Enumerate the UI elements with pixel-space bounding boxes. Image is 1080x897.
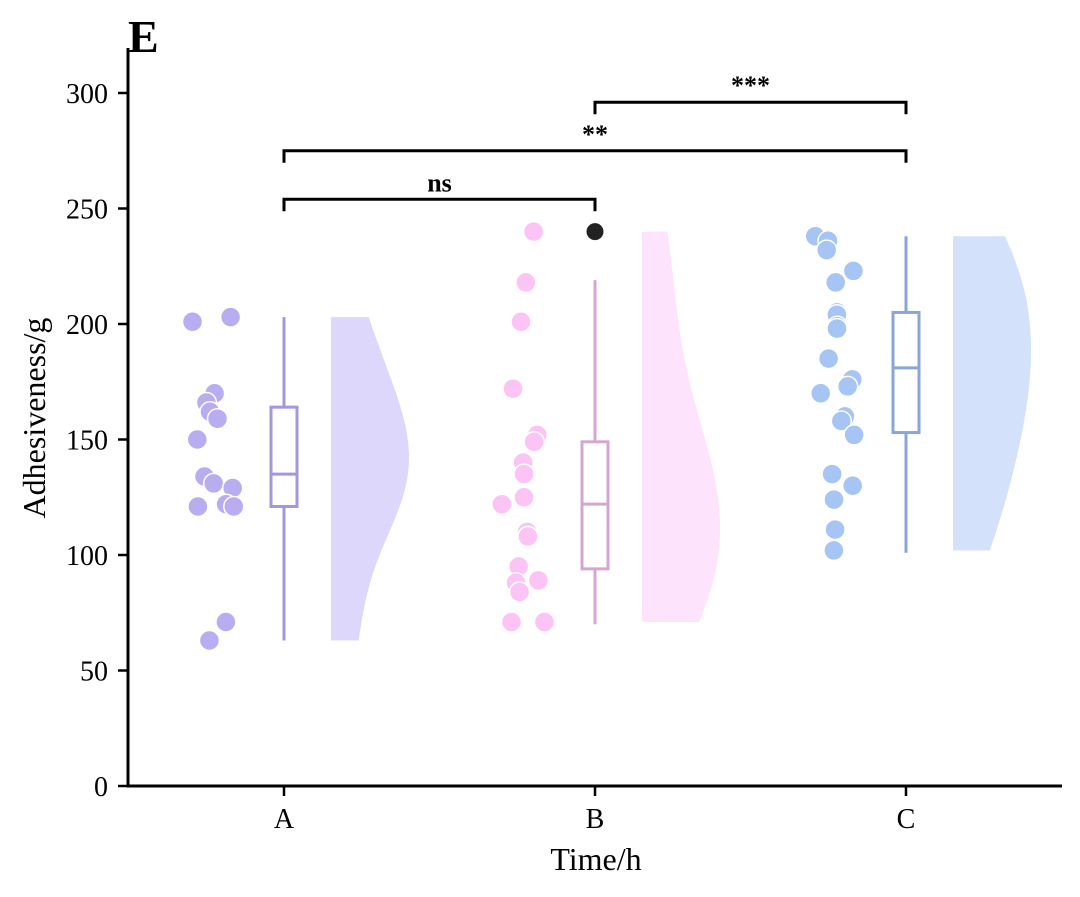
group-a <box>181 306 409 652</box>
data-point <box>815 239 838 261</box>
data-point <box>187 495 209 518</box>
x-axis-ticks: A B C <box>274 786 915 835</box>
data-point <box>821 463 843 485</box>
y-tick-label: 150 <box>66 426 108 457</box>
sig-label: ns <box>427 168 452 197</box>
y-tick-label: 250 <box>66 195 108 226</box>
data-point <box>522 220 545 243</box>
violin-c <box>953 236 1031 551</box>
y-tick-label: 100 <box>66 541 108 572</box>
data-point <box>523 431 545 453</box>
data-point <box>491 493 513 515</box>
data-point <box>824 271 847 294</box>
data-point <box>533 611 556 633</box>
bracket-line <box>282 149 908 163</box>
sig-label: ** <box>582 120 608 149</box>
data-point <box>826 317 848 340</box>
sig-bracket-a-c: ** <box>282 120 908 163</box>
significance-brackets: ns***** <box>282 71 908 212</box>
data-point <box>836 375 859 398</box>
data-point <box>502 377 524 400</box>
data-point <box>206 407 229 430</box>
data-point <box>841 474 864 497</box>
x-tick-label: A <box>274 804 295 835</box>
group-b <box>491 220 720 633</box>
data-point <box>500 611 523 633</box>
data-point <box>809 382 832 405</box>
bracket-line <box>593 100 908 115</box>
data-point <box>842 260 865 282</box>
data-point <box>219 306 242 328</box>
y-tick-label: 200 <box>66 310 108 341</box>
y-tick-label: 50 <box>80 657 108 688</box>
data-point <box>198 629 221 652</box>
iqr-box <box>891 310 921 435</box>
data-point <box>513 486 535 509</box>
group-c <box>804 225 1031 562</box>
data-point <box>181 310 204 333</box>
data-point <box>515 271 537 294</box>
data-point <box>186 428 209 451</box>
data-point <box>215 611 237 633</box>
y-axis-title: Adhesiveness/g <box>16 318 52 519</box>
y-tick-label: 300 <box>66 79 108 110</box>
x-axis-title: Time/h <box>550 841 641 877</box>
data-point <box>824 518 846 541</box>
data-point <box>830 410 853 432</box>
violin-b <box>642 231 720 622</box>
data-point <box>823 488 845 511</box>
panel-label: E <box>128 11 159 62</box>
x-tick-label: B <box>586 804 605 835</box>
plot-area <box>181 220 1031 652</box>
data-point <box>510 310 532 333</box>
data-point <box>817 347 840 370</box>
data-point <box>843 424 865 446</box>
data-point <box>202 472 225 495</box>
data-point <box>513 463 535 485</box>
sig-bracket-a-b: ns <box>282 168 597 212</box>
outlier-point <box>586 223 604 241</box>
sig-label: *** <box>731 71 770 100</box>
data-point <box>508 581 531 603</box>
bracket-line <box>282 197 597 212</box>
y-axis-ticks: 0 50 100 150 200 250 300 <box>66 79 128 803</box>
x-tick-label: C <box>897 804 916 835</box>
sig-bracket-b-c: *** <box>593 71 908 115</box>
data-point <box>223 495 245 518</box>
y-tick-label: 0 <box>94 772 108 803</box>
data-point <box>527 569 550 592</box>
data-point <box>517 525 539 548</box>
data-point <box>823 539 845 562</box>
violin-a <box>331 317 409 641</box>
iqr-box <box>269 405 299 508</box>
